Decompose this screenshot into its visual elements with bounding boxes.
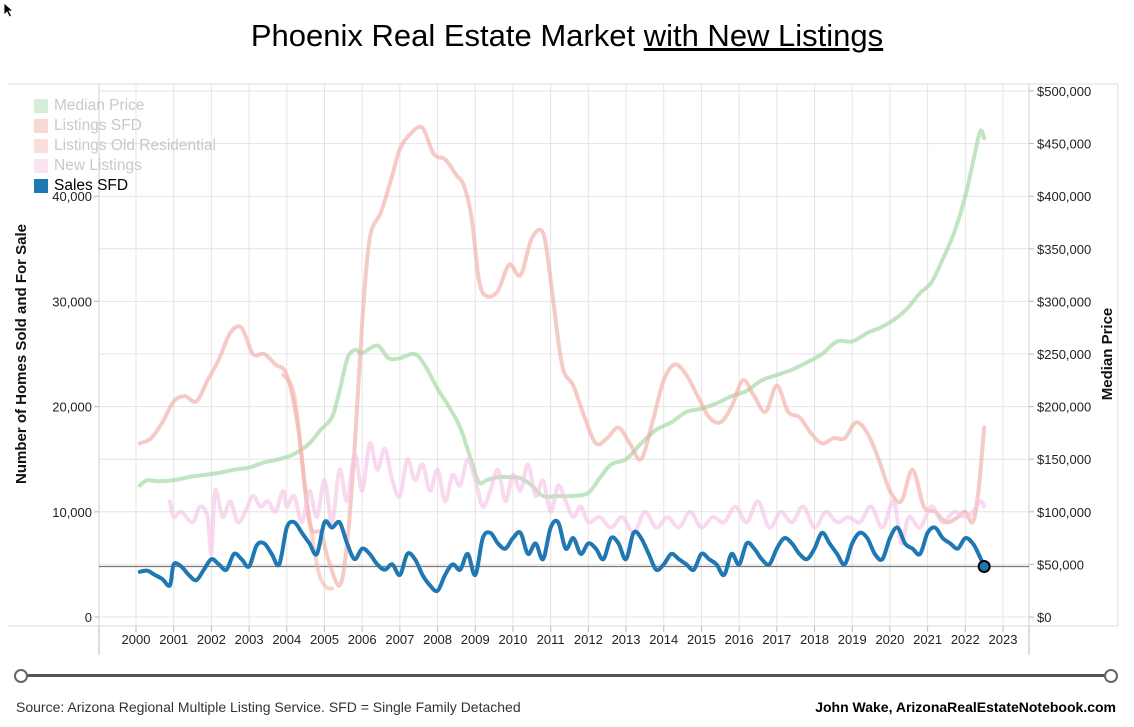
chart-title-underlined: with New Listings (643, 18, 884, 53)
y2-tick-label: $400,000 (1037, 189, 1091, 204)
y2-tick-label: $150,000 (1037, 452, 1091, 467)
chart: 2000 2001 2002 2003 2004 2005 2006 2007 2008 2009… (8, 83, 1119, 655)
y-tick-label: 0 (85, 610, 92, 625)
x-tick-label: 2014 (649, 632, 678, 647)
y-tick-label: 30,000 (52, 294, 92, 309)
y2-tick-label: $500,000 (1037, 84, 1091, 99)
x-tick-label: 2020 (875, 632, 904, 647)
legend-swatch (34, 179, 48, 193)
y-axis-title: Number of Homes Sold and For Sale (13, 224, 30, 484)
x-tick-label: 2001 (159, 632, 188, 647)
y2-axis-title: Median Price (1099, 308, 1116, 401)
x-tick-label: 2002 (197, 632, 226, 647)
y2-tick-label: $50,000 (1037, 557, 1084, 572)
x-tick-label: 2019 (838, 632, 867, 647)
new-listings-line (167, 441, 987, 556)
chart-title-main: Phoenix Real Estate Market (250, 18, 644, 53)
x-tick-label: 2011 (537, 632, 565, 647)
y2-tick-label: $350,000 (1037, 242, 1091, 257)
legend-swatch (34, 119, 48, 133)
legend-item[interactable]: Listings Old Residential (34, 136, 216, 156)
y2-tick-label: $300,000 (1037, 294, 1091, 309)
x-tick-label: 2007 (385, 632, 414, 647)
slider-track (20, 674, 1112, 677)
legend-label: Listings SFD (54, 117, 142, 134)
sales-sfd-line (137, 518, 987, 594)
mouse-pointer-icon (3, 2, 15, 18)
x-tick-label: 2006 (348, 632, 377, 647)
x-tick-label: 2015 (687, 632, 716, 647)
y-tick-label: 40,000 (52, 189, 92, 204)
x-tick-label: 2005 (310, 632, 339, 647)
y2-tick-label: $0 (1037, 610, 1051, 625)
slider-start-handle[interactable] (14, 669, 28, 683)
median-price-line (137, 128, 987, 499)
author-credit: John Wake, ArizonaRealEstateNotebook.com (815, 699, 1116, 715)
legend-label: Listings Old Residential (54, 137, 216, 154)
x-tick-label: 2022 (951, 632, 980, 647)
y2-tick-label: $450,000 (1037, 137, 1091, 152)
listings-sfd-line (137, 124, 987, 588)
listings-old-residential-line (281, 373, 334, 591)
legend-label: New Listings (54, 157, 142, 174)
legend-swatch (34, 139, 48, 153)
x-tick-label: 2012 (574, 632, 603, 647)
legend-label: Sales SFD (54, 177, 129, 194)
sales-sfd-last-point (977, 560, 991, 574)
y-tick-label: 20,000 (52, 400, 92, 415)
x-tick-label: 2004 (272, 632, 301, 647)
source-note: Source: Arizona Regional Multiple Listin… (16, 699, 521, 715)
y2-tick-label: $250,000 (1037, 347, 1091, 362)
legend: Median Price Listings SFD Listings Old Res… (34, 96, 216, 196)
y2-tick-label: $200,000 (1037, 400, 1091, 415)
x-tick-label: 2018 (800, 632, 829, 647)
legend-item[interactable]: Median Price (34, 96, 216, 116)
x-tick-label: 2003 (235, 632, 264, 647)
y-tick-label: 10,000 (52, 505, 92, 520)
legend-swatch (34, 99, 48, 113)
x-tick-label: 2017 (762, 632, 791, 647)
date-range-slider[interactable] (14, 666, 1118, 686)
x-tick-label: 2013 (612, 632, 641, 647)
x-tick-label: 2021 (913, 632, 942, 647)
y2-tick-label: $100,000 (1037, 505, 1091, 520)
chart-title: Phoenix Real Estate Market with New List… (0, 18, 1134, 54)
x-tick-label: 2008 (423, 632, 452, 647)
x-tick-label: 2016 (725, 632, 754, 647)
legend-item[interactable]: New Listings (34, 156, 216, 176)
x-tick-label: 2023 (989, 632, 1018, 647)
legend-item[interactable]: Sales SFD (34, 176, 216, 196)
x-tick-label: 2000 (122, 632, 151, 647)
legend-item[interactable]: Listings SFD (34, 116, 216, 136)
x-tick-label: 2009 (461, 632, 490, 647)
slider-end-handle[interactable] (1104, 669, 1118, 683)
legend-label: Median Price (54, 97, 145, 114)
x-tick-label: 2010 (498, 632, 527, 647)
legend-swatch (34, 159, 48, 173)
